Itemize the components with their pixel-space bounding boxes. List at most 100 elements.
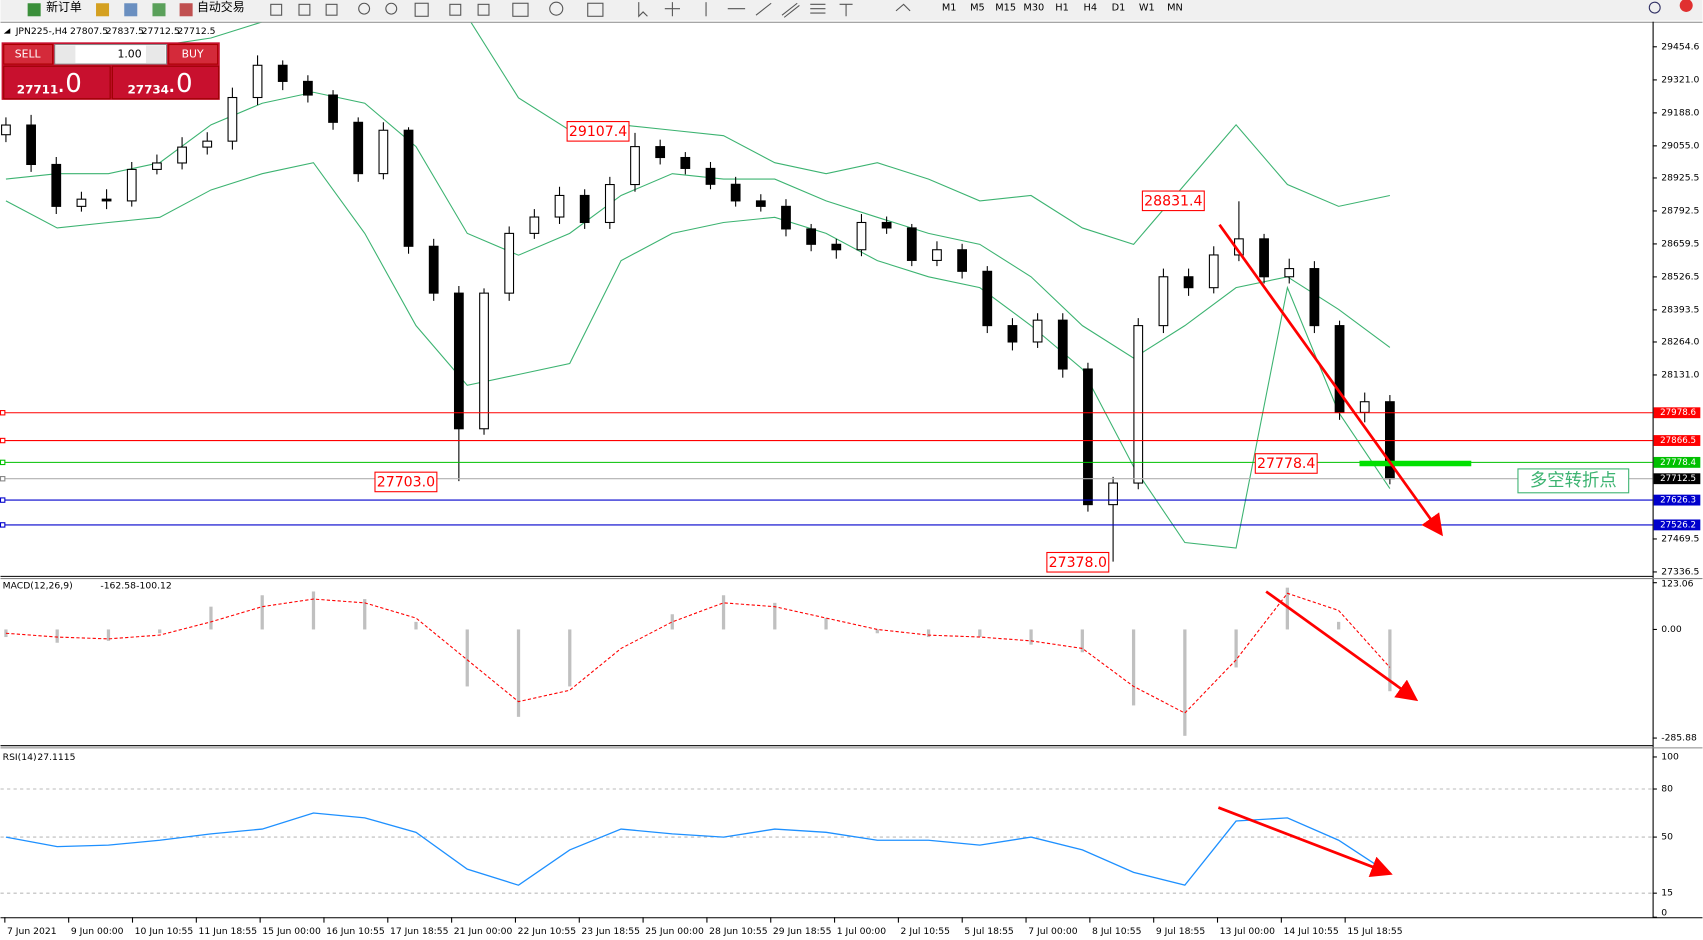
lot-up[interactable]: [145, 45, 166, 63]
fibo[interactable]: [810, 3, 826, 14]
timeframe-button[interactable]: W1: [1139, 3, 1155, 14]
tile[interactable]: [414, 2, 429, 17]
chart-window: [0, 21, 1703, 940]
candle-body: [1, 124, 11, 136]
x-tick-label: 1 Jul 00:00: [837, 926, 887, 937]
auto-trading-button[interactable]: 自动交易: [197, 0, 245, 14]
toolbar-icon[interactable]: [96, 3, 110, 17]
templates[interactable]: [587, 2, 604, 17]
buy-price-box[interactable]: [111, 65, 220, 100]
timeframes: M1 M5 M15 M30 H1 H4 D1 W1 MN: [942, 3, 1183, 14]
macd-bar: [824, 618, 828, 630]
sell-button[interactable]: [3, 43, 54, 65]
y-tick-label: 28925.5: [1661, 172, 1699, 183]
macd-bar: [670, 614, 674, 630]
candle-body: [881, 221, 892, 229]
y-tick-label: 123.06: [1661, 578, 1693, 589]
macd-signal-line: [5, 592, 1391, 714]
price-annotation-box: [374, 471, 438, 493]
macd-bar: [1131, 629, 1136, 706]
level-tag: [1653, 473, 1701, 485]
search[interactable]: [1648, 1, 1661, 14]
macd-bar: [721, 595, 726, 630]
y-tick-label: 0.00: [1661, 624, 1682, 635]
candle-body: [378, 129, 389, 175]
macd-bar: [209, 606, 213, 630]
lot-down[interactable]: [55, 45, 76, 63]
cursor[interactable]: [638, 2, 648, 18]
sell-label[interactable]: SELL: [15, 47, 41, 60]
trendline[interactable]: [755, 2, 772, 16]
symbol: JPN225-,H4: [15, 26, 68, 37]
timeframe-button[interactable]: M1: [942, 3, 957, 14]
lot-input[interactable]: [54, 43, 168, 65]
buy-label[interactable]: BUY: [182, 47, 204, 60]
zoom-out[interactable]: [385, 2, 398, 15]
timeframe-button[interactable]: M5: [970, 3, 985, 14]
x-tick-label: 7 Jul 00:00: [1028, 926, 1078, 937]
candle-body: [303, 80, 313, 96]
price-plot: [1, 22, 1395, 562]
rsi-panel: [0, 788, 1653, 894]
timeframe-button[interactable]: M30: [1023, 3, 1044, 14]
x-tick-label: 25 Jun 00:00: [645, 926, 704, 937]
sell-price[interactable]: 27711: [17, 83, 58, 97]
macd-bar: [1336, 621, 1341, 630]
channel[interactable]: [781, 2, 800, 18]
rsi-line: [5, 812, 1391, 886]
periods[interactable]: [549, 1, 564, 16]
new-order-button[interactable]: 新订单: [46, 0, 82, 14]
rsi-label: RSI(14): [3, 752, 37, 763]
arrows-tool[interactable]: [895, 3, 911, 12]
buy-button[interactable]: [168, 43, 219, 65]
y-tick-label: 27336.5: [1661, 566, 1699, 577]
crosshair[interactable]: [664, 2, 680, 17]
text-tool[interactable]: [839, 3, 853, 17]
notification[interactable]: [1679, 0, 1693, 12]
candle-body: [101, 198, 112, 202]
y-tick-label: 15: [1661, 888, 1673, 899]
candle-body: [51, 163, 62, 207]
timeframe-button[interactable]: D1: [1112, 3, 1126, 14]
candle-body: [1359, 401, 1370, 413]
level-label: 27866.5: [1660, 436, 1696, 446]
sell-price-box[interactable]: [3, 65, 111, 100]
timeframe-button[interactable]: M15: [995, 3, 1016, 14]
candle-body: [227, 96, 238, 142]
price-annotation-box: [1046, 551, 1110, 573]
macd-bar: [1029, 629, 1033, 645]
macd-arrow: [1265, 590, 1419, 702]
bar-open: 27807.5: [70, 26, 108, 37]
toolbar-icon[interactable]: [449, 3, 462, 16]
lot-value[interactable]: 1.00: [117, 47, 141, 60]
buy-price[interactable]: 27734: [128, 83, 169, 97]
x-tick-label: 10 Jun 10:55: [135, 926, 194, 937]
band-lower: [5, 162, 1391, 549]
macd-bar: [1234, 629, 1238, 668]
y-tick-label: 28131.0: [1661, 369, 1699, 380]
toolbar-icon[interactable]: [270, 3, 283, 16]
x-tick-label: 15 Jun 00:00: [262, 926, 321, 937]
candle-body: [856, 221, 867, 251]
toolbar-icon[interactable]: [152, 3, 166, 17]
x-tick-label: 9 Jul 18:55: [1156, 926, 1206, 937]
toolbar-icon[interactable]: [477, 3, 490, 16]
price-annotation: 28831.4: [1144, 193, 1202, 209]
toolbar-icon[interactable]: [124, 3, 138, 17]
macd-bar: [926, 629, 931, 638]
new-order-icon[interactable]: [27, 3, 41, 17]
sell-price-big[interactable]: .0: [57, 69, 82, 99]
buy-price-big[interactable]: .0: [168, 69, 193, 99]
indicators[interactable]: [512, 2, 529, 17]
timeframe-button[interactable]: H1: [1055, 3, 1069, 14]
bar-close: 27712.5: [177, 26, 215, 37]
timeframe-button[interactable]: H4: [1084, 3, 1098, 14]
price-annotation-box: [1254, 453, 1318, 474]
toolbar-icon[interactable]: [298, 3, 311, 16]
zoom-in[interactable]: [358, 2, 371, 15]
toolbar-icon[interactable]: [325, 3, 338, 16]
auto-trading-icon[interactable]: [179, 3, 193, 17]
note: 多空转折点: [1530, 471, 1617, 491]
timeframe-button[interactable]: MN: [1167, 3, 1183, 14]
